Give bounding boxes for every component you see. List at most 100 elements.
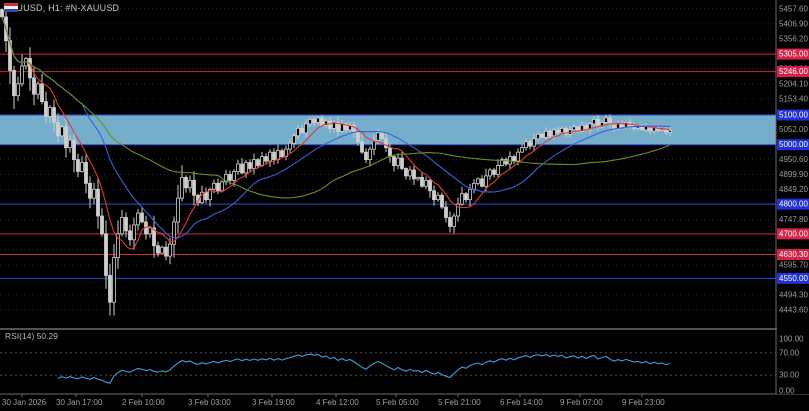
candle-up (460, 193, 464, 205)
price-tick-label: 5356.20 (779, 34, 808, 43)
price-level-badge-label: 5000.00 (779, 140, 808, 149)
price-axis[interactable]: 5457.605406.905356.205254.805204.105153.… (775, 0, 809, 396)
candle-up (220, 181, 224, 192)
candle-down (420, 176, 424, 187)
candle-up (120, 217, 124, 235)
candlestick-series (0, 3, 672, 316)
candle-down (128, 230, 132, 241)
rsi-pane[interactable] (0, 352, 776, 384)
candle-up (160, 246, 164, 254)
candle-up (524, 141, 528, 149)
candle-down (272, 151, 276, 160)
price-level-badge-label: 4630.30 (779, 250, 808, 259)
candle-down (140, 212, 144, 223)
candle-down (44, 101, 48, 117)
price-tick-label: 4950.60 (779, 155, 808, 164)
candle-up (180, 176, 184, 199)
candle-down (400, 157, 404, 169)
price-tick-label: 4849.20 (779, 185, 808, 194)
price-tick-label: 5457.60 (779, 4, 808, 13)
candle-up (476, 178, 480, 184)
candle-down (164, 246, 168, 257)
candle-down (264, 156, 268, 162)
candle-down (392, 156, 396, 166)
candle-down (256, 159, 260, 166)
time-axis-label: 4 Feb 12:00 (316, 398, 359, 407)
moving-average-line (1, 16, 670, 239)
price-level-badge-label: 4700.00 (779, 229, 808, 238)
symbol-flag-icon-2 (4, 3, 18, 12)
candle-down (124, 217, 128, 232)
time-axis-label: 5 Feb 05:00 (376, 398, 419, 407)
candle-up (288, 142, 292, 150)
candle-up (588, 123, 592, 131)
candle-down (328, 120, 332, 129)
candle-up (660, 128, 664, 131)
candle-down (540, 133, 544, 138)
candle-down (0, 9, 4, 18)
candle-up (484, 175, 488, 187)
candle-up (292, 135, 296, 144)
candle-up (532, 138, 536, 147)
candle-up (176, 197, 180, 223)
candle-up (396, 157, 400, 166)
price-level-badge (777, 66, 809, 78)
chart-header: XAUUSD, H1: #N-XAUUSD (4, 3, 119, 13)
time-axis-label: 9 Feb 23:00 (622, 398, 665, 407)
candle-up (472, 182, 476, 190)
candle-up (132, 224, 136, 241)
candle-down (40, 83, 44, 103)
price-level-badge-label: 5246.00 (779, 67, 808, 76)
candle-down (480, 178, 484, 187)
candle-down (28, 58, 32, 79)
candle-down (96, 188, 100, 217)
time-axis-label: 2 Feb 10:00 (122, 398, 165, 407)
candle-up (324, 120, 328, 126)
candle-down (404, 168, 408, 177)
rsi-indicator-label: RSI(14) 50.29 (5, 331, 58, 341)
candle-up (408, 169, 412, 177)
candle-up (520, 147, 524, 153)
candle-down (156, 245, 160, 254)
candle-up (112, 257, 116, 303)
candle-down (280, 150, 284, 157)
candle-up (308, 119, 312, 125)
time-axis-label: 3 Feb 19:00 (252, 398, 295, 407)
candle-down (336, 122, 340, 132)
candle-down (12, 70, 16, 97)
horizontal-levels (0, 53, 776, 279)
candle-up (544, 130, 548, 138)
candle-down (192, 179, 196, 196)
candle-up (368, 148, 372, 160)
candle-up (68, 139, 72, 149)
candle-down (204, 191, 208, 201)
candle-up (136, 212, 140, 226)
candle-up (148, 227, 152, 235)
candle-up (372, 139, 376, 150)
candle-down (528, 141, 532, 147)
candle-down (104, 233, 108, 276)
price-level-badge (777, 272, 809, 284)
candle-down (384, 138, 388, 149)
time-axis-label: 6 Feb 14:00 (500, 398, 543, 407)
candle-down (512, 156, 516, 162)
candle-up (624, 122, 628, 128)
candle-up (168, 243, 172, 257)
candle-up (560, 127, 564, 134)
candle-up (236, 163, 240, 172)
price-level-badge-label: 5100.00 (779, 111, 808, 120)
candle-down (152, 227, 156, 247)
time-axis-label: 5 Feb 21:00 (438, 398, 481, 407)
candle-up (340, 123, 344, 132)
candle-up (500, 159, 504, 166)
candle-up (416, 176, 420, 180)
candle-down (448, 217, 452, 227)
time-axis[interactable]: 30 Jan 2026 30 Jan 17:00 2 Feb 10:00 3 Feb … (2, 394, 665, 407)
candle-up (424, 179, 428, 187)
candle-down (640, 126, 644, 131)
rsi-tick-label: 100.00 (779, 335, 804, 344)
candle-down (52, 107, 56, 123)
candle-up (600, 122, 604, 128)
candle-down (228, 174, 232, 181)
